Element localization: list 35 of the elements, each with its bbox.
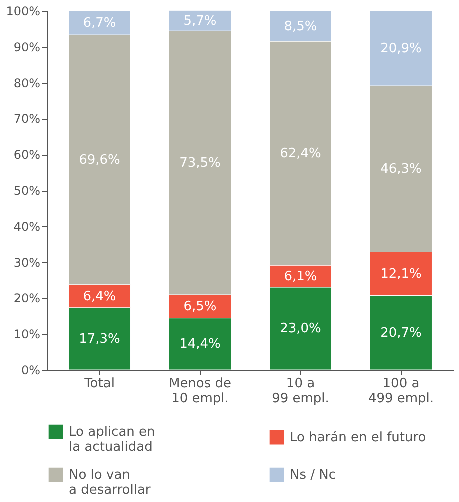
y-tick-label: 30%	[14, 256, 40, 270]
legend-label: Lo harán en el futuro	[290, 430, 426, 446]
data-label: 62,4%	[280, 146, 322, 162]
data-label: 14,4%	[180, 337, 221, 352]
data-label: 6,5%	[184, 300, 217, 315]
y-tick-label: 100%	[6, 4, 40, 18]
y-tick-label: 70%	[14, 112, 40, 126]
y-tick-label: 90%	[14, 40, 40, 54]
data-label: 8,5%	[284, 19, 318, 34]
legend-label: No lo van a desarrollar	[69, 468, 152, 498]
data-label: 23,0%	[280, 322, 322, 337]
data-label: 46,3%	[380, 162, 422, 178]
y-tick-label: 0%	[21, 364, 40, 378]
x-tick-label: Menos de 10 empl.	[168, 376, 232, 406]
x-tick-label: Total	[84, 376, 115, 392]
data-label: 12,1%	[380, 266, 422, 282]
data-label: 20,9%	[380, 42, 422, 57]
data-label: 6,7%	[83, 16, 116, 32]
x-tick-label: 10 a 99 empl.	[272, 376, 330, 406]
legend-label: Lo aplican en la actualidad	[69, 425, 156, 455]
data-label: 6,1%	[284, 269, 318, 284]
legend-label: Ns / Nc	[290, 468, 336, 483]
data-label: 6,4%	[83, 289, 116, 304]
y-tick-label: 40%	[14, 220, 40, 234]
data-label: 17,3%	[79, 332, 120, 347]
y-tick-label: 20%	[14, 292, 40, 306]
data-label: 69,6%	[79, 152, 120, 168]
data-label: 73,5%	[180, 156, 221, 172]
data-label: 20,7%	[380, 326, 422, 341]
x-tick-label: 100 a 499 empl.	[368, 376, 434, 406]
y-tick-label: 50%	[14, 184, 40, 198]
y-tick-label: 80%	[14, 76, 40, 90]
y-tick-label: 60%	[14, 148, 40, 162]
data-label: 5,7%	[184, 14, 217, 29]
y-tick-label: 10%	[14, 328, 40, 342]
